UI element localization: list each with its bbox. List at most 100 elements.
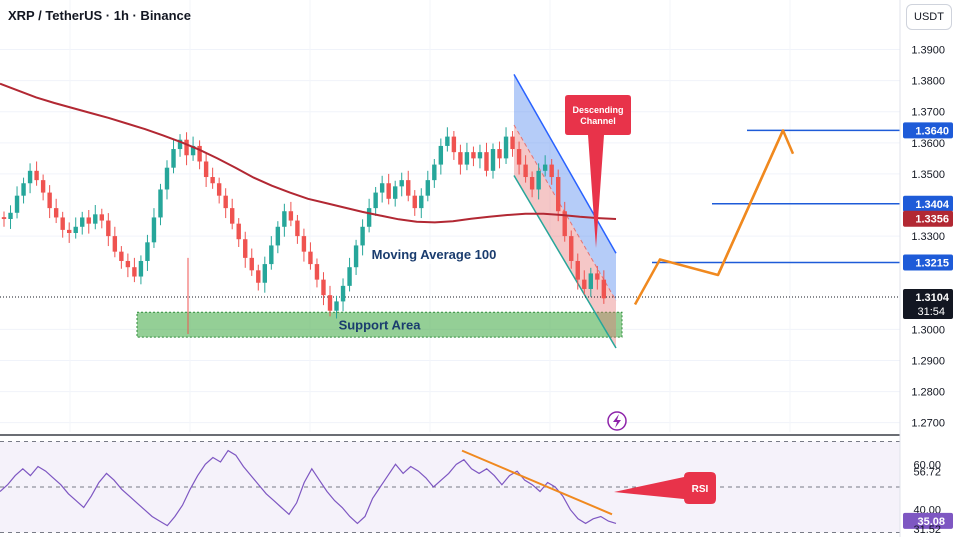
candle [8,205,13,229]
candle-body [145,242,150,261]
candle-body [419,195,424,209]
candle-body [262,264,267,283]
chart-title: XRP / TetherUS · 1h · Binance [8,8,192,23]
candle [223,188,228,219]
candle-body [347,267,352,286]
candle [125,253,131,278]
candle-body [40,180,46,193]
candle [190,136,196,161]
price-label-1.3640: 1.3640 [903,122,953,139]
candle [373,186,378,216]
price-tick-label: 1.2800 [911,387,945,399]
rsi-divergence-line [461,449,613,516]
candle-body [53,208,59,218]
candle-body [295,220,300,237]
candle-body [1,217,7,220]
candle-body [432,164,437,181]
candle-body [151,217,157,243]
candle-body [536,170,541,190]
price-label-bg [903,195,953,212]
candle-body [523,164,528,178]
candle-body [340,285,346,302]
channel-upper-fill [514,74,616,301]
candle-body [216,183,222,196]
candle [40,174,46,201]
moving-average-100-line [0,82,617,224]
candle [106,213,111,247]
candle [314,258,320,288]
candle-body [93,214,98,224]
candle [86,209,91,234]
candle-body [412,195,417,209]
candle-body [80,217,85,227]
candle [21,177,26,204]
price-label-text: 1.3356 [915,214,949,226]
candle [366,198,372,233]
candle-body [451,136,457,153]
callout-text-1: Descending [572,105,623,115]
candle [458,144,463,175]
price-tick-label: 1.3000 [911,324,945,336]
candle [445,127,450,152]
candle [601,270,607,304]
candle [171,139,176,174]
lightning-icon-glyph [613,414,621,428]
support-area [136,311,623,338]
candle [151,208,157,248]
candle-body [256,270,261,283]
callout-shape [565,95,631,248]
candle [47,185,52,219]
grid-lines [0,0,900,432]
candle-body [86,217,91,224]
price-label-bg [903,122,953,139]
candle [164,160,170,200]
candle-body [27,170,33,184]
candle [464,142,470,171]
candle-body [288,211,294,221]
candle [295,214,300,244]
candle-body [158,189,163,218]
candle-body [549,164,554,178]
candle-body [556,177,561,212]
currency-button[interactable]: USDT [906,4,952,30]
candle-body [353,245,359,268]
candle [53,198,59,224]
candle-body [477,152,483,159]
candle-body [164,167,170,190]
candle-body [14,195,20,213]
candle [595,265,600,290]
candle-body [177,139,183,150]
candle-body [569,236,574,261]
candle-body [203,161,209,178]
candle [438,138,444,175]
price-label-text: 1.3640 [915,125,949,137]
candle-body [249,257,254,271]
candle [99,208,104,229]
moving-average-label-bg [366,244,502,264]
candle [145,234,150,271]
candle-body [269,245,274,265]
candle [203,154,209,187]
candle-body [471,152,476,159]
candle [236,218,241,247]
candle-body [386,183,391,199]
candle-body [510,136,515,150]
candle-body [575,260,580,280]
candle [588,267,593,297]
candle-body [138,260,144,277]
candle [347,257,352,292]
candle-body [314,264,320,280]
candle [477,144,483,169]
candle-body [393,186,398,199]
candle [340,278,346,312]
moving-average-label: Moving Average 100 [366,244,502,264]
candle-body [366,208,372,227]
candle [158,183,163,226]
projection-path [633,129,795,306]
candle-body [516,149,522,165]
price-label-text: 1.3215 [915,258,949,270]
candle [386,173,391,205]
candle [27,163,33,194]
